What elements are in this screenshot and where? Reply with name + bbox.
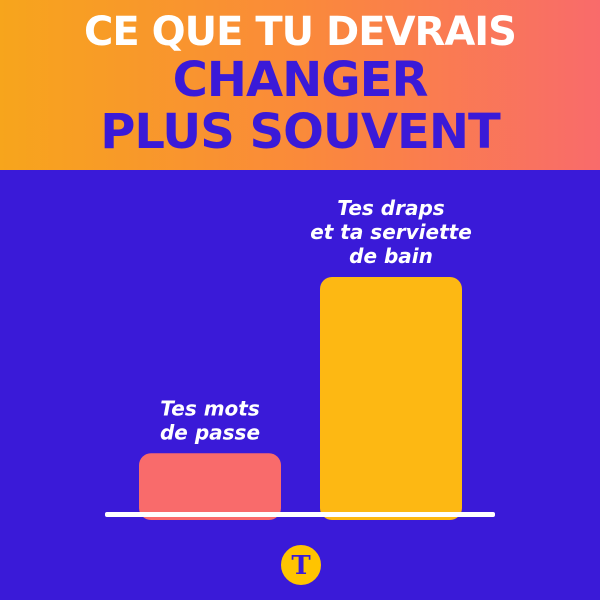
- title-line-2: CHANGER: [172, 52, 429, 108]
- chart-baseline: [105, 512, 495, 517]
- title-line-1: CE QUE TU DEVRAIS: [84, 9, 517, 55]
- bar-1: [139, 453, 281, 520]
- bar-label-line: et ta serviette: [310, 220, 472, 244]
- header-banner: CE QUE TU DEVRAIS CHANGER PLUS SOUVENT: [0, 0, 600, 170]
- bar-label-line: de passe: [160, 420, 260, 444]
- brand-logo-icon: T: [279, 543, 323, 587]
- bar-label-1: Tes mots de passe: [160, 396, 260, 444]
- bar-label-line: Tes draps: [337, 196, 444, 220]
- chart-area: [0, 170, 600, 600]
- bar-2: [320, 277, 462, 520]
- title-line-3: PLUS SOUVENT: [100, 104, 501, 160]
- bar-label-line: de bain: [349, 244, 433, 268]
- bar-label-2: Tes draps et ta serviette de bain: [310, 196, 472, 268]
- bar-label-line: Tes mots: [160, 396, 260, 420]
